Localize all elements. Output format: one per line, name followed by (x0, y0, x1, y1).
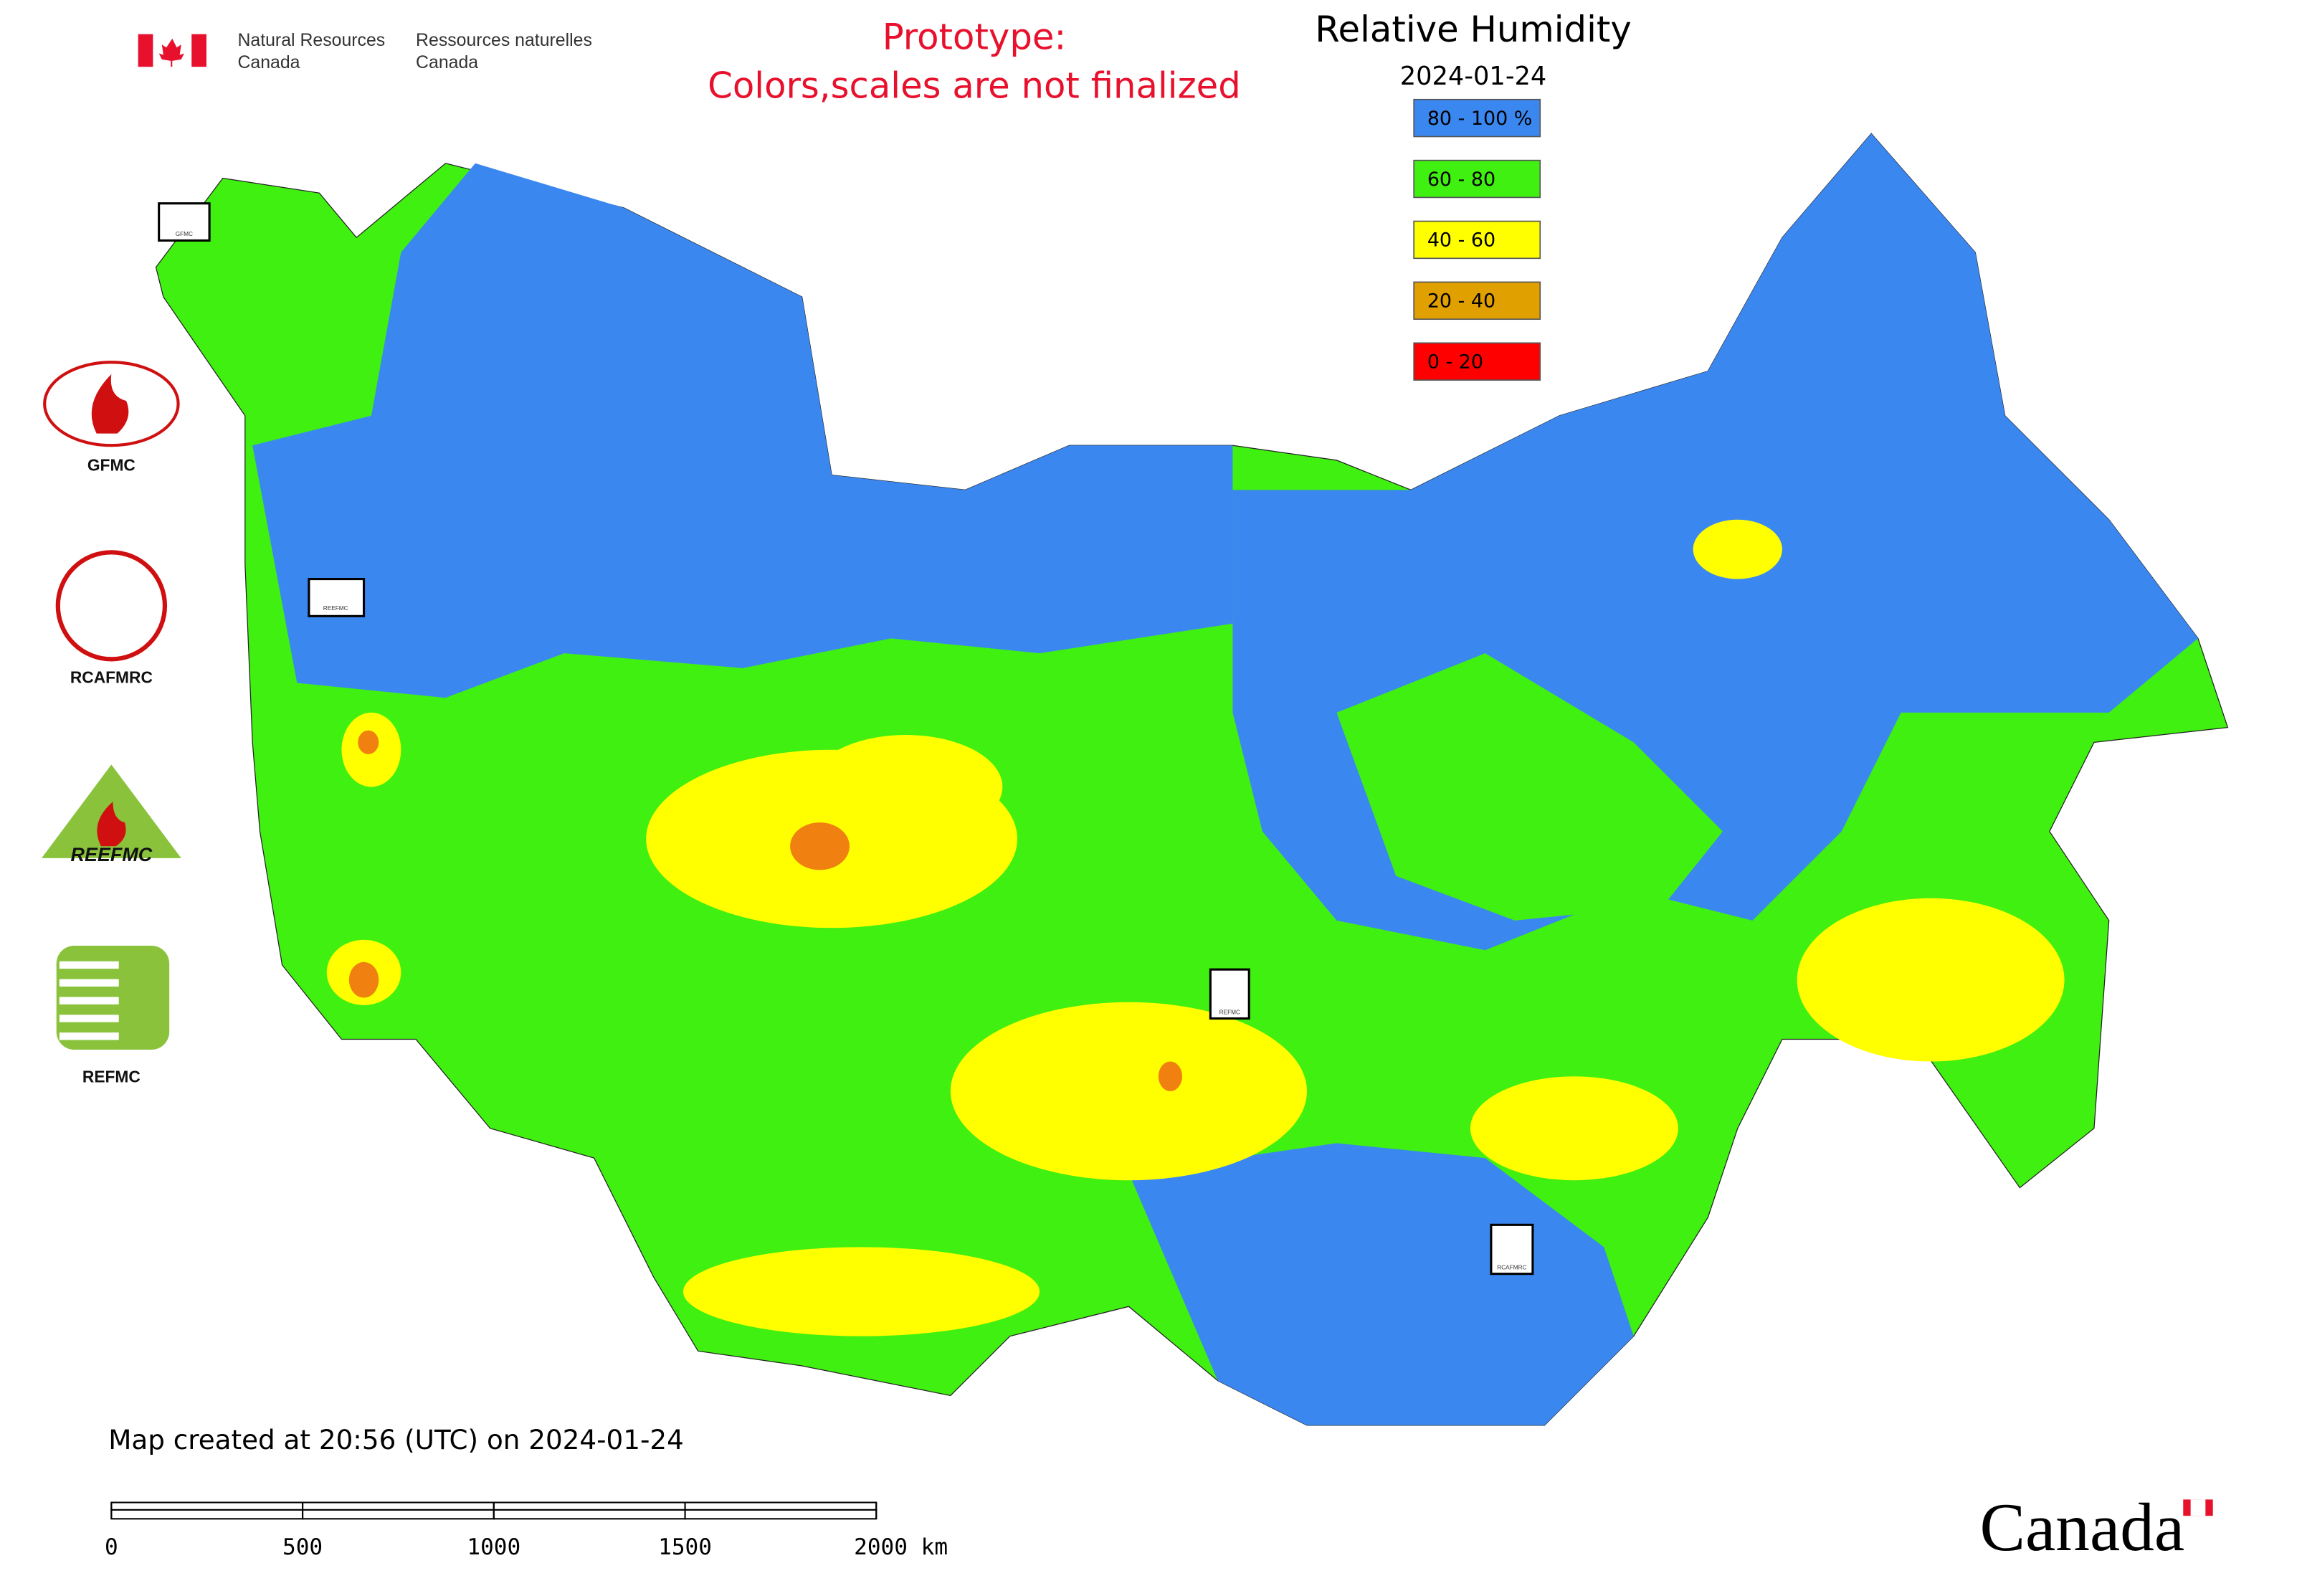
logos: GFMC RCAFMRC REEFMC REFMC (42, 361, 181, 1086)
map-markers: GFMC REEFMC REFMC RCAFMRC (158, 202, 1534, 1276)
marker-label: GFMC (176, 231, 193, 237)
region-yellow (809, 734, 1003, 839)
legend-date: 2024-01-24 (1400, 62, 1547, 91)
legend-swatch (1413, 98, 1541, 138)
region-yellow (682, 1247, 1040, 1336)
scale-segment (493, 1501, 686, 1511)
scale-label: 1500 (658, 1534, 712, 1560)
scale-segment (684, 1509, 877, 1520)
notice: Colors,scales are not finalized (708, 65, 1241, 107)
legend-label: 20 - 40 (1427, 290, 1495, 313)
scale-label: 1000 (467, 1534, 520, 1560)
legend-label: 80 - 100 % (1427, 108, 1533, 130)
legend-label: 60 - 80 (1427, 168, 1495, 191)
scale-segment (493, 1509, 686, 1520)
legend-swatch (1413, 220, 1541, 260)
logo-label: REFMC (82, 1068, 141, 1086)
legend-label: 0 - 20 (1427, 351, 1483, 374)
region-green (1336, 653, 1723, 921)
scale-segment (110, 1501, 304, 1511)
legend-swatch (1413, 342, 1541, 381)
notice: Prototype: (883, 16, 1067, 57)
map (155, 133, 2229, 1426)
region-orange (1158, 1061, 1183, 1091)
logo-label: RCAFMRC (70, 668, 153, 687)
logo-label: REEFMC (71, 844, 153, 865)
scale-label: 500 (282, 1534, 323, 1560)
marker-label: RCAFMRC (1497, 1264, 1526, 1270)
dept-fr-line: Ressources naturelles (416, 31, 592, 50)
region-orange (790, 822, 850, 870)
scale-label: 2000 km (854, 1534, 948, 1560)
scale-segment (684, 1501, 877, 1511)
map-created: Map created at 20:56 (UTC) on 2024-01-24 (108, 1424, 684, 1455)
legend: 80 - 100 % 60 - 80 40 - 60 20 - 40 0 - 20 (1413, 98, 1541, 381)
legend-swatch (1413, 159, 1541, 199)
scale-bar: 0 500 1000 1500 2000 km (105, 1501, 948, 1560)
wordmark: Canada (1979, 1489, 2184, 1565)
legend-title: Relative Humidity (1315, 9, 1632, 50)
marker-label: REFMC (1219, 1009, 1240, 1015)
legend-label: 40 - 60 (1427, 229, 1495, 252)
region-yellow (1470, 1076, 1678, 1181)
region-orange (348, 961, 379, 998)
scale-segment (110, 1509, 304, 1520)
region-yellow (1693, 519, 1782, 579)
region-orange (358, 730, 379, 754)
region-blue (252, 163, 1233, 698)
canada-wordmark: Canada (1979, 1489, 2213, 1565)
dept-en-line: Natural Resources (237, 31, 385, 50)
region-yellow (1797, 898, 2065, 1062)
region-blue (1128, 1143, 1634, 1425)
logo-label: GFMC (87, 455, 135, 474)
dept-en-line: Canada (237, 53, 300, 72)
legend-swatch (1413, 281, 1541, 320)
marker-label: REEFMC (323, 605, 348, 612)
dept-fr-line: Canada (416, 53, 478, 72)
department-signature: Natural Resources Canada Ressources natu… (138, 31, 592, 72)
scale-segment (302, 1509, 495, 1520)
scale-label: 0 (105, 1534, 118, 1560)
scale-segment (302, 1501, 495, 1511)
region-yellow (950, 1002, 1308, 1181)
